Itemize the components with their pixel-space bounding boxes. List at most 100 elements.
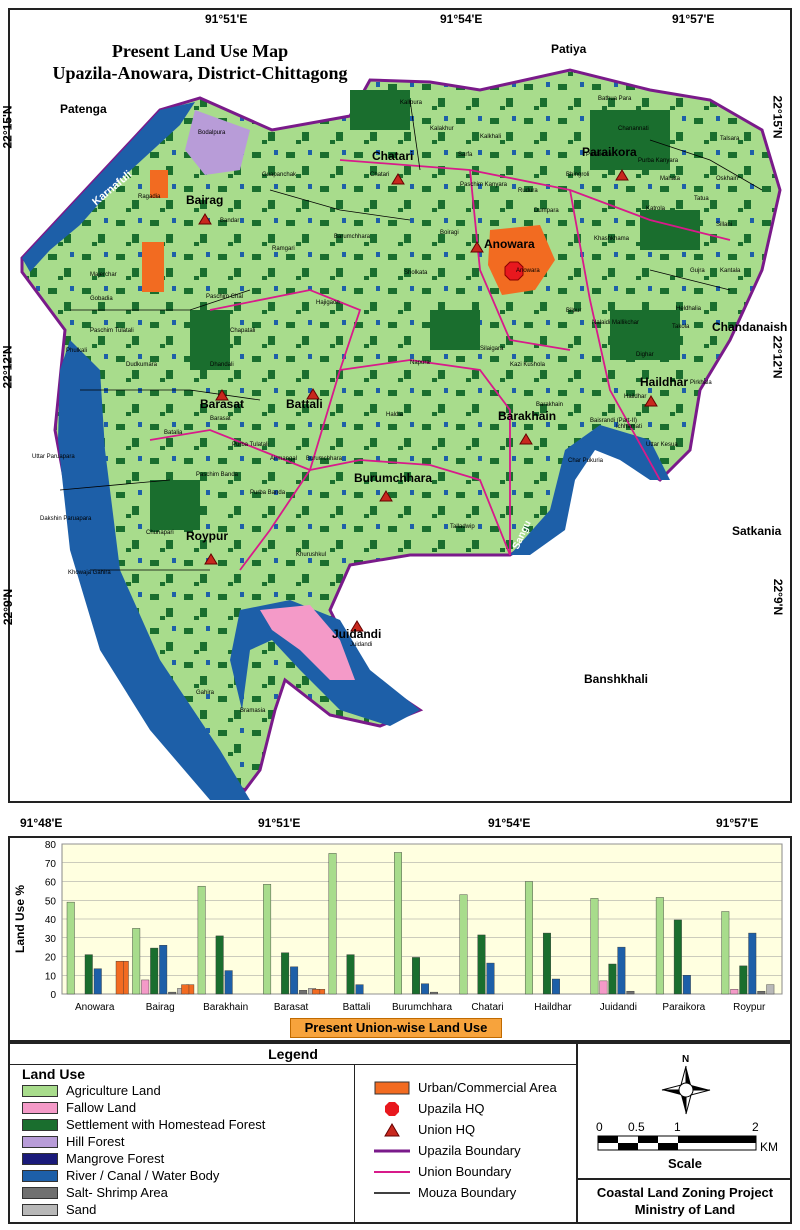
x-tick-label: Haildhar (534, 1002, 572, 1013)
fallow-land-patch (260, 605, 355, 680)
svg-text:Kalkhali: Kalkhali (480, 134, 501, 140)
map-title-line2: Upazila-Anowara, District-Chittagong (52, 63, 348, 83)
svg-text:Bodalpura: Bodalpura (198, 130, 226, 136)
chart-title: Present Union-wise Land Use (290, 1018, 502, 1038)
top-coord-2: 91°54'E (440, 12, 483, 26)
legend-symbol-item: Mouza Boundary (374, 1185, 516, 1200)
bar-settlement-with-homestead-forest (215, 935, 224, 995)
svg-text:Hajigaon: Hajigaon (316, 300, 340, 306)
svg-text:Dhandali: Dhandali (210, 362, 234, 368)
y-axis-label: Land Use % (13, 885, 27, 953)
bar-agriculture-land (459, 894, 468, 995)
urban-anowara (488, 225, 555, 295)
bar-urban-commercial-area (312, 989, 321, 995)
mouza-boundaries (59, 99, 763, 571)
y-tick-label: 60 (45, 878, 57, 889)
x-tick-label: Roypur (733, 1002, 766, 1013)
svg-text:Chapatali: Chapatali (230, 328, 255, 334)
bar-agriculture-land (328, 853, 337, 995)
x-tick-label: Battali (343, 1002, 371, 1013)
svg-text:Bhingroli: Bhingroli (566, 172, 589, 178)
land-use-map: Karnafuli Sangu Chatari Bairag Anowara P… (20, 68, 782, 800)
bar-agriculture-land (66, 901, 75, 995)
y-tick-label: 70 (45, 859, 57, 870)
svg-text:Dighar: Dighar (636, 352, 654, 358)
legend-label: Union HQ (418, 1122, 476, 1137)
svg-text:Kantala: Kantala (720, 268, 741, 274)
svg-text:Gahira: Gahira (196, 690, 215, 696)
y-tick-label: 50 (45, 896, 57, 907)
svg-text:Purba Tulatali: Purba Tulatali (232, 442, 269, 448)
x-tick-label: Chatari (471, 1002, 503, 1013)
svg-text:Guapanchak: Guapanchak (262, 172, 297, 178)
svg-text:Sillani: Sillani (716, 222, 732, 228)
legend-symbol-icon (384, 1122, 400, 1136)
y-tick-label: 80 (45, 840, 57, 851)
bar-river-canal-water-body (93, 968, 102, 995)
land-use-heading: Land Use (22, 1066, 86, 1082)
bar-urban-commercial-area (181, 984, 190, 995)
legend-swatch (22, 1152, 58, 1165)
legend-label: Mouza Boundary (418, 1185, 517, 1200)
neighbor-chandanaish: Chandanaish (712, 320, 788, 334)
bar-river-canal-water-body (421, 983, 429, 995)
svg-text:Barasat: Barasat (210, 416, 231, 422)
svg-text:Kalipura: Kalipura (400, 100, 423, 106)
union-label-haildhar: Haildhar (640, 375, 688, 389)
svg-text:Paraikora: Paraikora (586, 152, 612, 158)
union-label-anowara: Anowara (484, 237, 535, 251)
neighbor-patiya: Patiya (551, 42, 587, 56)
union-label-burumchhara: Burumchhara (354, 471, 432, 485)
svg-text:Haldia: Haldia (386, 412, 404, 418)
karnafuli-river (22, 102, 195, 272)
y-tick-label: 30 (45, 934, 57, 945)
legend-swatch (22, 1186, 58, 1199)
svg-text:Napura: Napura (410, 360, 430, 366)
legend-land-use-item: Hill Forest (22, 1134, 125, 1149)
legend-label: Union Boundary (418, 1164, 512, 1179)
top-coord-1: 91°51'E (205, 12, 248, 26)
legend-symbol-icon (385, 1101, 399, 1116)
bar-salt-shrimp-area (168, 991, 177, 995)
legend-frame (8, 1042, 792, 1224)
svg-text:Talsara: Talsara (720, 136, 740, 142)
scale-label: Scale (668, 1156, 702, 1171)
legend-label: Urban/Commercial Area (418, 1080, 557, 1095)
legend-symbol-icon (374, 1149, 410, 1152)
legend-symbol-item: Upazila HQ (374, 1101, 484, 1116)
legend-swatch (22, 1101, 58, 1114)
legend-land-use-item: Agriculture Land (22, 1083, 161, 1098)
svg-text:Anowara: Anowara (516, 268, 540, 274)
svg-text:Khurushkul: Khurushkul (296, 552, 326, 558)
bar-settlement-with-homestead-forest (150, 947, 159, 995)
bar-fallow-land (141, 979, 150, 995)
svg-text:Rudura: Rudura (518, 188, 538, 194)
svg-text:Paschim Chal: Paschim Chal (206, 294, 243, 300)
north-arrow-icon (661, 1065, 711, 1115)
union-label-barasat: Barasat (200, 397, 244, 411)
bar-settlement-with-homestead-forest (673, 919, 682, 995)
bar-sand (766, 984, 775, 995)
legend-land-use-item: Salt- Shrimp Area (22, 1185, 168, 1200)
legend-label: Settlement with Homestead Forest (66, 1117, 266, 1132)
bar-settlement-with-homestead-forest (84, 954, 93, 995)
bar-agriculture-land (655, 897, 664, 995)
svg-text:Sholkata: Sholkata (404, 270, 428, 276)
svg-text:Mahata: Mahata (660, 176, 681, 182)
bar-settlement-with-homestead-forest (608, 963, 617, 995)
svg-text:Oskhain: Oskhain (716, 176, 738, 182)
legend-column-divider (354, 1064, 355, 1222)
legend-symbol-item: Upazila Boundary (374, 1143, 521, 1158)
scale-tick-0: 0 (596, 1120, 603, 1134)
bar-agriculture-land (524, 881, 533, 995)
legend-box: Legend Land Use Agriculture Land Fallow L… (10, 1044, 576, 1222)
neighbor-patenga: Patenga (60, 102, 107, 116)
x-tick-label: Paraikora (662, 1002, 705, 1013)
svg-text:Sarfa: Sarfa (458, 152, 473, 158)
legend-label: Sand (66, 1202, 97, 1217)
scale-tick-1: 1 (674, 1120, 681, 1134)
union-label-chatari: Chatari (372, 149, 413, 163)
bar-river-canal-water-body (355, 984, 364, 995)
bar-settlement-with-homestead-forest (281, 952, 290, 995)
scale-bar (597, 1135, 757, 1151)
